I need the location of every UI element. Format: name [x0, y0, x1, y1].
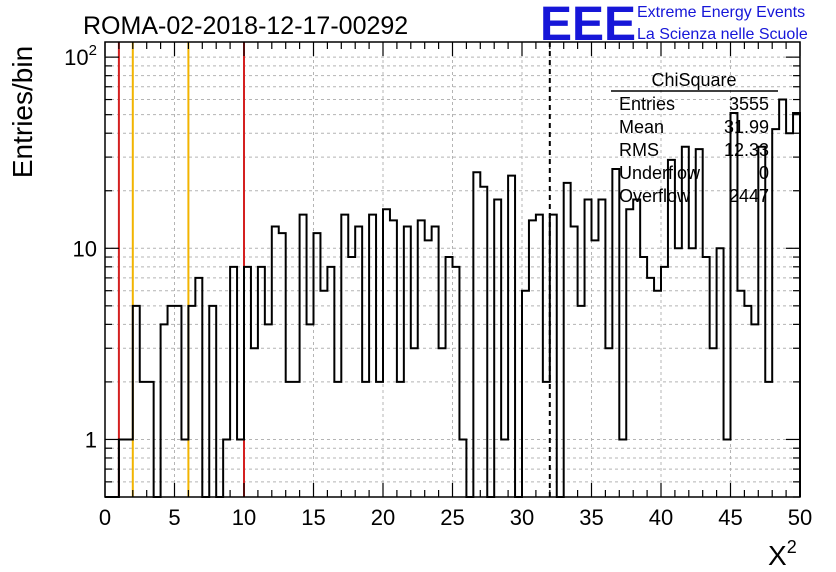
x-tick-label: 50 — [788, 505, 812, 530]
axis-ticks — [104, 42, 801, 498]
histogram-bin — [578, 306, 585, 497]
stats-label: Mean — [619, 117, 664, 137]
histogram-bin — [188, 306, 195, 497]
histogram-bin — [439, 348, 446, 497]
histogram-bin — [605, 348, 612, 497]
x-tick-label: 20 — [371, 505, 395, 530]
histogram-bin — [564, 183, 571, 497]
x-tick-labels: 0 5 10 15 20 25 30 35 40 45 50 — [99, 505, 812, 530]
grid — [105, 42, 800, 497]
histogram-bin — [307, 324, 314, 497]
stats-value: 0 — [759, 163, 769, 183]
stats-label: RMS — [619, 140, 659, 160]
logo-line-1: Extreme Energy Events — [637, 4, 805, 21]
histogram-bin — [668, 160, 675, 497]
histogram-bin — [195, 278, 202, 497]
histogram-bin — [626, 209, 633, 497]
stats-box: ChiSquare Entries 3555 Mean 31.99 RMS 12.33 Un… — [611, 70, 778, 206]
histogram-bin — [168, 306, 175, 497]
stats-value: 3555 — [729, 94, 769, 114]
histogram-bin — [411, 348, 418, 497]
histogram-bin — [383, 209, 390, 497]
histogram-bin — [133, 306, 140, 497]
histogram-bin — [696, 149, 703, 497]
histogram-bin — [717, 248, 724, 497]
x-tick-label: 25 — [440, 505, 464, 530]
histogram-bin — [751, 324, 758, 497]
histogram-bin — [418, 220, 425, 497]
histogram-bin — [654, 291, 661, 497]
x-tick-label: 0 — [99, 505, 111, 530]
histogram-bin — [710, 348, 717, 497]
histogram-outline — [105, 98, 801, 498]
histogram-bin — [737, 291, 744, 497]
x-tick-label: 10 — [232, 505, 256, 530]
histogram-bin — [314, 233, 321, 497]
histogram-bin — [508, 176, 515, 497]
stats-value: 31.99 — [724, 117, 769, 137]
logo-line-2: La Scienza nelle Scuole — [637, 26, 808, 43]
histogram-bin — [161, 324, 168, 497]
histogram-bin — [772, 129, 779, 497]
x-tick-label: 5 — [168, 505, 180, 530]
histogram-bin — [348, 257, 355, 497]
logo-mark: EEE — [540, 0, 636, 51]
y-tick-label: 10 — [73, 236, 97, 261]
x-tick-label: 30 — [510, 505, 534, 530]
stats-label: Entries — [619, 94, 675, 114]
histogram-bin — [265, 324, 272, 497]
histogram-bin — [446, 257, 453, 497]
histogram-bin — [779, 100, 786, 497]
histogram-bin — [529, 220, 536, 497]
histogram-bin — [390, 220, 397, 497]
histogram-bin — [209, 306, 216, 497]
histogram-bin — [689, 248, 696, 497]
chart-title: ROMA-02-2018-12-17-00292 — [83, 12, 408, 40]
histogram-bin — [786, 133, 793, 497]
eee-logo: EEE Extreme Energy Events La Scienza nel… — [540, 0, 808, 51]
histogram-bin — [175, 306, 182, 497]
x-tick-label: 40 — [649, 505, 673, 530]
histogram-bin — [251, 348, 258, 497]
stats-value: 12.33 — [724, 140, 769, 160]
histogram-bin — [592, 240, 599, 497]
y-tick-labels: 1 10 102 — [64, 42, 97, 452]
y-axis-label: Entries/bin — [7, 46, 38, 178]
histogram-bin — [320, 291, 327, 497]
y-tick-label: 102 — [64, 42, 97, 70]
histogram-bin — [425, 240, 432, 497]
stats-label: Overflow — [619, 186, 691, 206]
histogram-bin — [703, 257, 710, 497]
x-tick-label: 15 — [301, 505, 325, 530]
histogram-bin — [522, 291, 529, 497]
stats-label: Underflow — [619, 163, 701, 183]
histogram-bin — [744, 306, 751, 497]
histogram-bin — [647, 278, 654, 497]
x-axis-label: X2 — [768, 537, 797, 571]
x-tick-label: 45 — [718, 505, 742, 530]
histogram-bin — [640, 257, 647, 497]
histogram-bin — [480, 187, 487, 497]
histogram-bin — [675, 248, 682, 497]
x-tick-label: 35 — [579, 505, 603, 530]
stats-title: ChiSquare — [651, 70, 736, 90]
histogram-bin — [279, 233, 286, 497]
stats-value: 2447 — [729, 186, 769, 206]
y-tick-label: 1 — [85, 427, 97, 452]
